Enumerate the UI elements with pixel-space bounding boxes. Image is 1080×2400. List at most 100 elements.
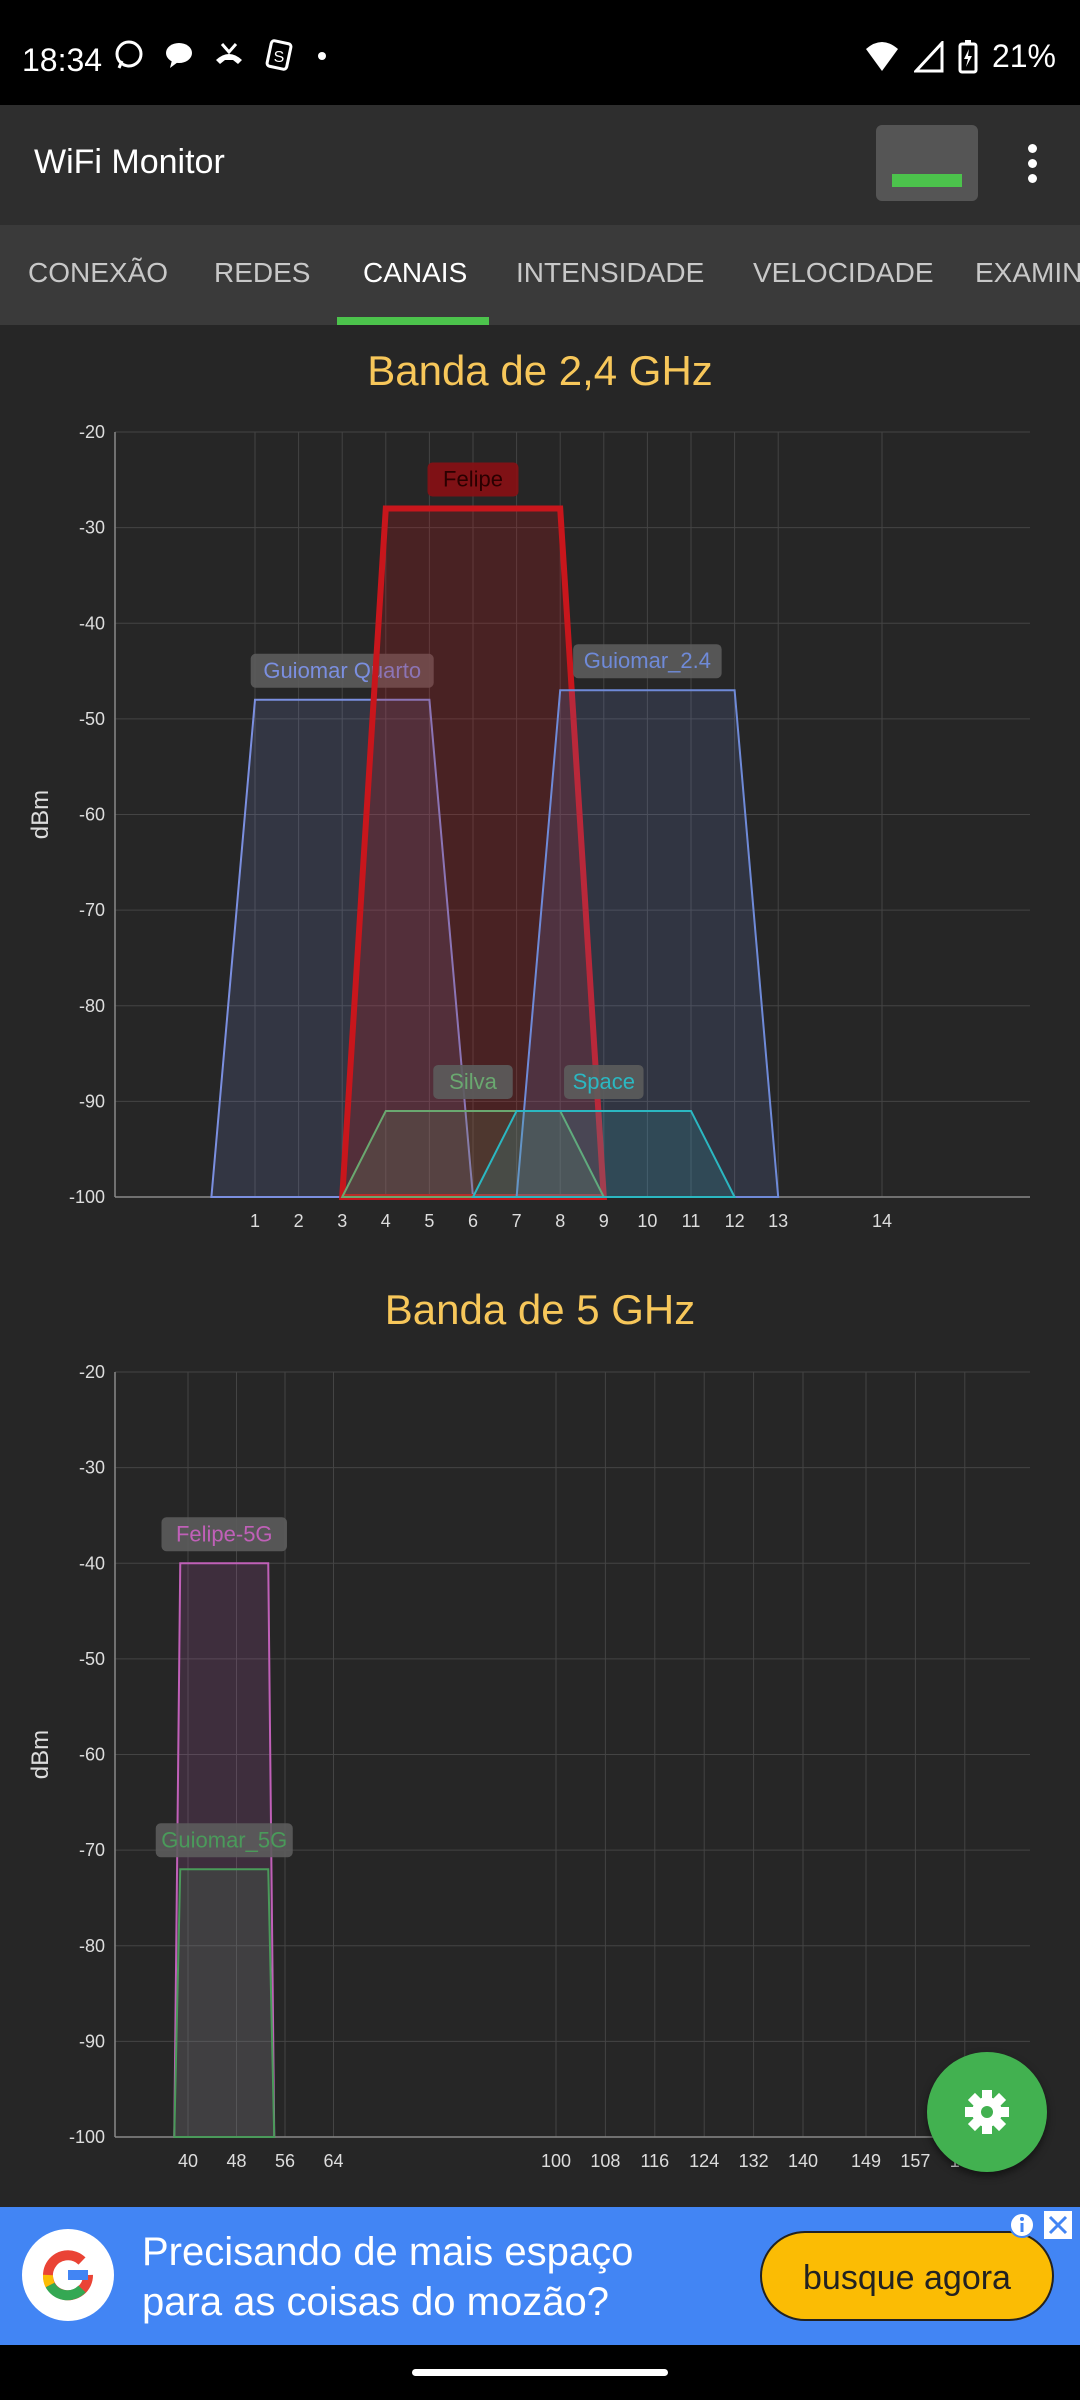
whatsapp-icon xyxy=(115,40,143,69)
x-tick-label: 40 xyxy=(178,2151,198,2171)
series-label: Felipe xyxy=(443,467,503,492)
x-tick-label: 3 xyxy=(337,1211,347,1231)
x-tick-label: 10 xyxy=(637,1211,657,1231)
series-label-box xyxy=(433,1064,513,1099)
series-label: Guiomar Quarto xyxy=(263,658,421,683)
ad-headline: Precisando de mais espaço para as coisas… xyxy=(142,2227,633,2327)
tab-velocidade[interactable]: VELOCIDADE xyxy=(753,257,934,288)
x-tick-label: 13 xyxy=(768,1211,788,1231)
y-tick-label: -60 xyxy=(79,805,105,825)
tab-conexao[interactable]: CONEXÃO xyxy=(28,257,169,288)
series-label-box xyxy=(161,1517,287,1552)
y-axis-label: dBm xyxy=(27,790,54,839)
y-tick-label: -40 xyxy=(79,1553,105,1573)
settings-fab[interactable] xyxy=(927,2052,1047,2172)
x-tick-label: 132 xyxy=(739,2151,769,2171)
y-tick-label: -30 xyxy=(79,1458,105,1478)
ad-headline-line1: Precisando de mais espaço xyxy=(142,2230,634,2274)
x-tick-label: 12 xyxy=(725,1211,745,1231)
chart-5ghz: -20 -30 -40 -50 -60 -70 -80 -90 -100 40 48 56 64 100 1… xyxy=(27,1362,1030,2171)
ad-banner[interactable]: Precisando de mais espaço para as coisas… xyxy=(0,2207,1080,2345)
active-tab-indicator xyxy=(337,317,489,325)
y-tick-label: -70 xyxy=(79,1840,105,1860)
battery-percent: 21% xyxy=(991,38,1056,74)
x-tick-label: 48 xyxy=(226,2151,246,2171)
series-label-box xyxy=(427,462,519,497)
x-tick-label: 64 xyxy=(323,2151,343,2171)
series-area xyxy=(471,1109,737,1198)
tab-redes[interactable]: REDES xyxy=(214,257,311,288)
overflow-menu-icon[interactable] xyxy=(1012,139,1052,195)
notification-icons: S xyxy=(112,38,332,72)
x-tick-label: 149 xyxy=(851,2151,881,2171)
ad-info-icon[interactable] xyxy=(1008,2211,1036,2239)
tab-bar: CONEXÃO REDES CANAIS INTENSIDADE VELOCID… xyxy=(0,225,1080,325)
y-axis-label: dBm xyxy=(27,1730,54,1779)
chart-title-24ghz: Banda de 2,4 GHz xyxy=(367,347,713,394)
x-tick-label: 108 xyxy=(590,2151,620,2171)
x-tick-label: 4 xyxy=(381,1211,391,1231)
y-tick-label: -50 xyxy=(79,709,105,729)
x-tick-label: 140 xyxy=(788,2151,818,2171)
y-tick-label: -100 xyxy=(69,2127,105,2147)
series-label: Silva xyxy=(449,1069,497,1094)
tab-examinar[interactable]: EXAMIN xyxy=(975,257,1080,288)
x-tick-label: 157 xyxy=(900,2151,930,2171)
x-tick-label: 1 xyxy=(250,1211,260,1231)
y-tick-label: -80 xyxy=(79,1936,105,1956)
series-label: Space xyxy=(573,1069,635,1094)
signal-icon xyxy=(913,40,944,72)
y-tick-label: -40 xyxy=(79,613,105,633)
series-label: Guiomar_2.4 xyxy=(584,648,711,673)
x-tick-label: 2 xyxy=(294,1211,304,1231)
y-tick-label: -60 xyxy=(79,1745,105,1765)
home-gesture-handle[interactable] xyxy=(412,2369,668,2376)
x-tick-label: 14 xyxy=(872,1211,892,1231)
x-tick-label: 9 xyxy=(599,1211,609,1231)
y-tick-label: -90 xyxy=(79,2031,105,2051)
chat-icon xyxy=(166,43,192,68)
y-tick-label: -100 xyxy=(69,1187,105,1207)
x-tick-label: 56 xyxy=(275,2151,295,2171)
svg-text:S: S xyxy=(274,49,285,66)
ad-headline-line2: para as coisas do mozão? xyxy=(142,2280,609,2324)
x-tick-label: 8 xyxy=(555,1211,565,1231)
status-right: 21% xyxy=(864,38,1056,75)
y-tick-label: -30 xyxy=(79,518,105,538)
series-label: Felipe-5G xyxy=(176,1521,273,1546)
x-tick-label: 11 xyxy=(682,1211,701,1231)
x-tick-label: 6 xyxy=(468,1211,478,1231)
app-title: WiFi Monitor xyxy=(34,143,225,181)
x-tick-label: 116 xyxy=(640,2151,669,2171)
graph-toggle-button[interactable] xyxy=(876,125,978,201)
y-tick-label: -90 xyxy=(79,1091,105,1111)
y-tick-label: -70 xyxy=(79,900,105,920)
y-tick-label: -20 xyxy=(79,1362,105,1382)
status-time: 18:34 xyxy=(22,42,103,78)
missed-call-icon xyxy=(216,43,242,64)
series-label: Guiomar_5G xyxy=(161,1827,287,1852)
app-bar: WiFi Monitor xyxy=(0,105,1080,225)
google-logo-icon xyxy=(22,2229,114,2321)
y-tick-label: -50 xyxy=(79,1649,105,1669)
y-tick-label: -20 xyxy=(79,422,105,442)
series-label-box xyxy=(250,653,434,688)
series-label-box xyxy=(564,1064,644,1099)
y-tick-label: -80 xyxy=(79,996,105,1016)
tab-intensidade[interactable]: INTENSIDADE xyxy=(516,257,705,288)
tab-canais[interactable]: CANAIS xyxy=(363,257,468,288)
series-label-box xyxy=(155,1823,293,1858)
graph-bar-icon xyxy=(892,174,962,187)
series-area xyxy=(173,1868,276,2138)
chart-title-5ghz: Banda de 5 GHz xyxy=(384,1286,696,1333)
ad-cta-button[interactable]: busque agora xyxy=(760,2231,1054,2321)
status-bar: 18:34 S 21% xyxy=(0,0,1080,105)
ad-close-icon[interactable] xyxy=(1044,2211,1072,2239)
more-notifications-icon xyxy=(318,52,326,60)
app-notification-icon: S xyxy=(265,39,293,71)
x-tick-label: 124 xyxy=(689,2151,719,2171)
series-label-box xyxy=(573,644,722,679)
gear-icon xyxy=(965,2090,1009,2134)
wifi-icon xyxy=(865,41,898,71)
x-tick-label: 7 xyxy=(512,1211,522,1231)
